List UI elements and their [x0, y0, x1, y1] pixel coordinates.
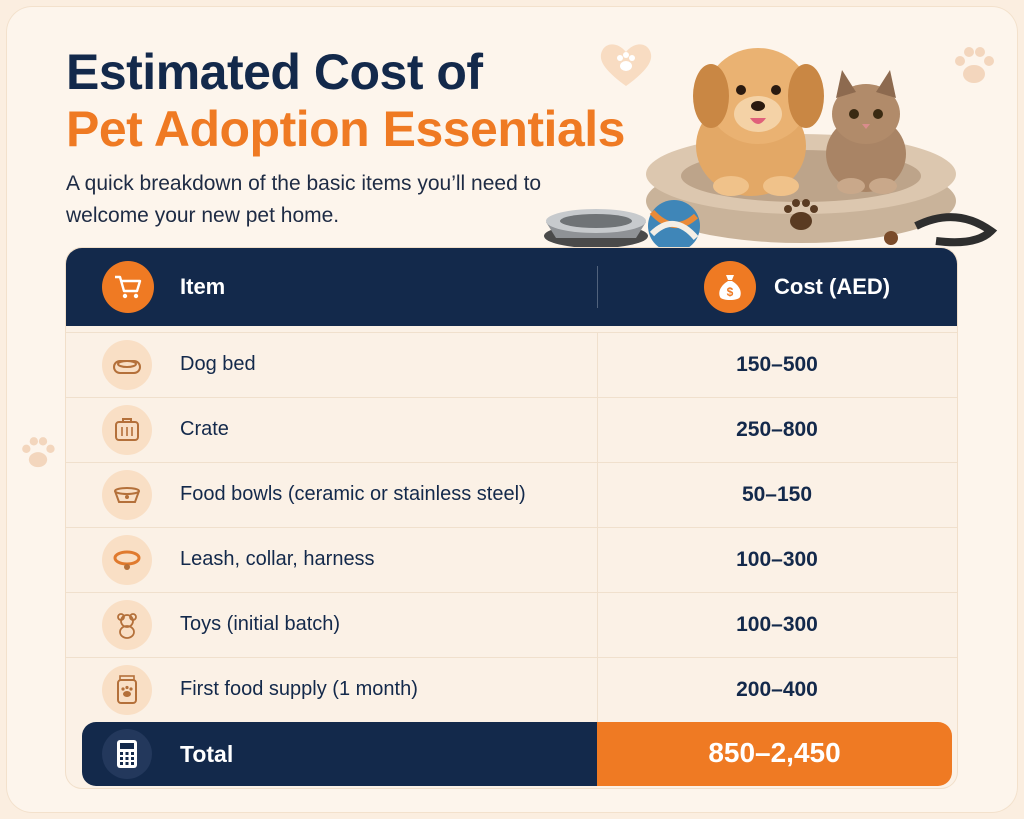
heart-paw-icon: [600, 44, 652, 86]
money-bag-icon: $: [704, 261, 756, 313]
total-label: Total: [180, 741, 234, 767]
table-row: Leash, collar, harness 100–300: [66, 527, 957, 592]
row-cost-value: 100–300: [736, 613, 818, 636]
rope-toy-icon: [648, 200, 700, 252]
column-header-cost: Cost (AED): [774, 274, 891, 299]
calculator-icon: [102, 729, 152, 779]
table-row: Crate 250–800: [66, 397, 957, 462]
table-row: Toys (initial batch) 100–300: [66, 592, 957, 657]
row-item-label: Dog bed: [180, 353, 256, 375]
puppy-kitten-illustration: [544, 48, 998, 252]
page-subtitle: A quick breakdown of the basic items you…: [66, 172, 542, 227]
cost-table: Item $ Cost (AED) Dog bed 150–500: [66, 248, 957, 788]
food-bowl-icon: [102, 470, 152, 520]
column-header-item: Item: [180, 274, 226, 299]
food-bag-icon: [102, 665, 152, 715]
leash-icon: [884, 213, 998, 247]
total-value: 850–2,450: [708, 737, 841, 768]
row-item-label: Toys (initial batch): [180, 613, 341, 635]
dog-bed-icon: [102, 340, 152, 390]
page-title-line-1: Estimated Cost of: [66, 44, 483, 100]
page-title-line-2: Pet Adoption Essentials: [66, 101, 625, 157]
table-row: Dog bed 150–500: [66, 332, 957, 397]
row-item-label: Leash, collar, harness: [180, 548, 375, 570]
total-row: Total 850–2,450: [82, 722, 952, 786]
infographic-card: Estimated Cost of Pet Adoption Essential…: [6, 6, 1018, 813]
row-cost-value: 250–800: [736, 418, 818, 441]
row-item-label: Food bowls (ceramic or stainless steel): [180, 483, 526, 505]
teddy-bear-icon: [102, 600, 152, 650]
header-divider: [597, 266, 598, 308]
steel-bowl-icon: [544, 209, 648, 248]
table-header: Item $ Cost (AED): [66, 248, 957, 326]
row-cost-value: 150–500: [736, 353, 818, 376]
row-item-label: First food supply (1 month): [180, 678, 418, 700]
paw-print-icon: [22, 437, 55, 468]
paw-print-icon: [955, 47, 994, 83]
row-item-label: Crate: [180, 418, 229, 440]
bed-paw-icon: [784, 199, 818, 230]
shopping-cart-icon: [102, 261, 154, 313]
collar-icon: [102, 535, 152, 585]
crate-icon: [102, 405, 152, 455]
row-cost-value: 100–300: [736, 548, 818, 571]
table-row: Food bowls (ceramic or stainless steel) …: [66, 462, 957, 527]
svg-text:$: $: [727, 285, 734, 299]
row-cost-value: 200–400: [736, 678, 818, 701]
table-row: First food supply (1 month) 200–400: [66, 657, 957, 722]
row-cost-value: 50–150: [741, 483, 813, 506]
